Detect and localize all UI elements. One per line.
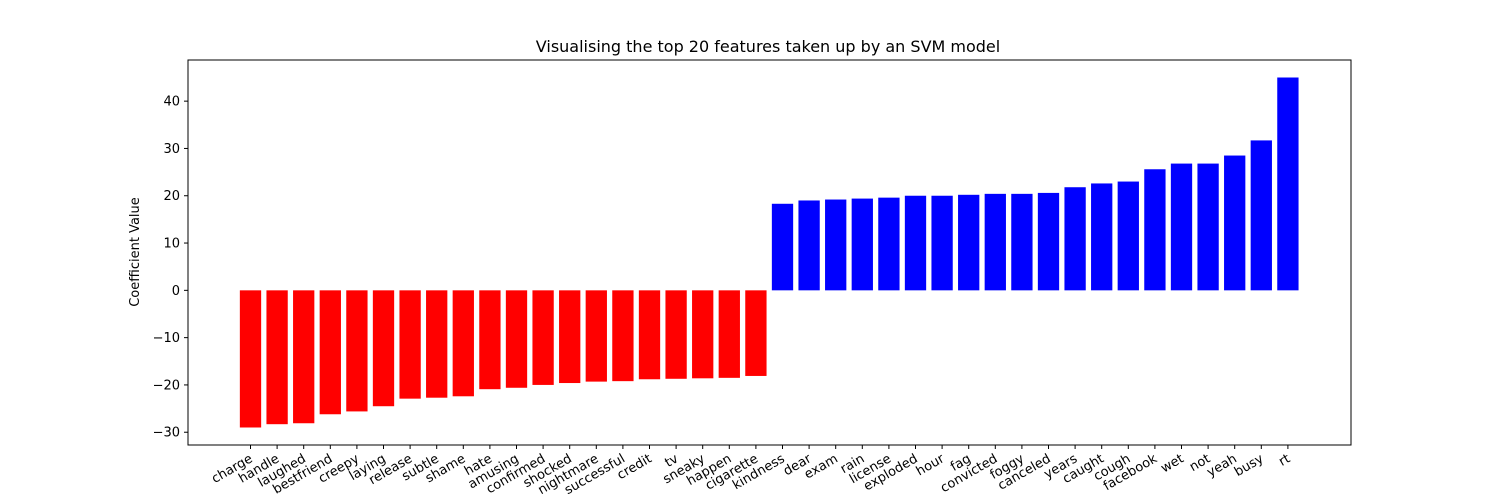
bar-laughed — [293, 290, 315, 424]
bar-hour — [931, 195, 953, 291]
bar-sneaky — [692, 290, 714, 379]
x-tick-label: rt — [1276, 451, 1293, 469]
bar-license — [878, 197, 900, 291]
bar-bestfriend — [319, 290, 341, 415]
y-axis-ticks: −30 −20 −10 0 10 20 30 40 — [153, 95, 188, 441]
bar-kindness — [771, 203, 794, 291]
bar-exploded — [904, 195, 927, 291]
bar-creepy — [346, 290, 368, 412]
bar-hate — [479, 290, 501, 390]
bar-charge — [239, 290, 262, 428]
plot-frame — [187, 59, 1352, 446]
bar-years — [1064, 187, 1086, 291]
bar-not — [1197, 163, 1219, 291]
bar-dear — [798, 200, 820, 291]
y-tick-label: 10 — [163, 237, 180, 252]
y-tick-label: 30 — [163, 142, 180, 157]
bar-cigarette — [745, 290, 767, 376]
y-axis-title: Coefficient Value — [128, 197, 143, 307]
y-tick-label: −20 — [153, 378, 180, 393]
x-axis-ticks: chargehandlelaughedbestfriendcreepylayin… — [209, 445, 1293, 498]
bar-cough — [1117, 181, 1139, 291]
bar-shocked — [559, 290, 581, 384]
y-tick-label: 40 — [163, 95, 180, 110]
bar-exam — [825, 199, 847, 291]
bar-facebook — [1144, 169, 1166, 291]
bar-credit — [638, 290, 661, 380]
bar-laying — [372, 290, 395, 407]
bar-yeah — [1224, 155, 1246, 291]
bar-wet — [1170, 163, 1193, 291]
chart-title: Visualising the top 20 features taken up… — [536, 37, 1000, 56]
y-tick-label: −30 — [153, 426, 180, 441]
x-tick-label: busy — [1232, 451, 1267, 480]
bars-layer — [239, 77, 1299, 428]
bar-nightmare — [585, 290, 607, 382]
y-tick-label: −10 — [153, 331, 180, 346]
x-tick-label: hour — [914, 451, 948, 479]
bar-shame — [452, 290, 474, 397]
y-tick-label: 20 — [163, 189, 180, 204]
bar-fag — [958, 194, 980, 291]
bar-release — [399, 290, 421, 399]
bar-confirmed — [532, 290, 554, 385]
y-tick-label: 0 — [172, 284, 180, 299]
bar-tv — [665, 290, 687, 379]
x-tick-label: wet — [1158, 451, 1186, 476]
bar-rain — [851, 198, 873, 291]
bar-handle — [266, 290, 288, 425]
bar-convicted — [984, 193, 1006, 291]
bar-caught — [1091, 183, 1113, 291]
bar-rt — [1277, 77, 1299, 291]
bar-foggy — [1011, 193, 1033, 291]
bar-successful — [612, 290, 634, 382]
bar-subtle — [426, 290, 448, 398]
bar-amusing — [505, 290, 528, 388]
bar-canceled — [1037, 192, 1060, 291]
bar-busy — [1250, 140, 1272, 291]
bar-happen — [718, 290, 740, 378]
